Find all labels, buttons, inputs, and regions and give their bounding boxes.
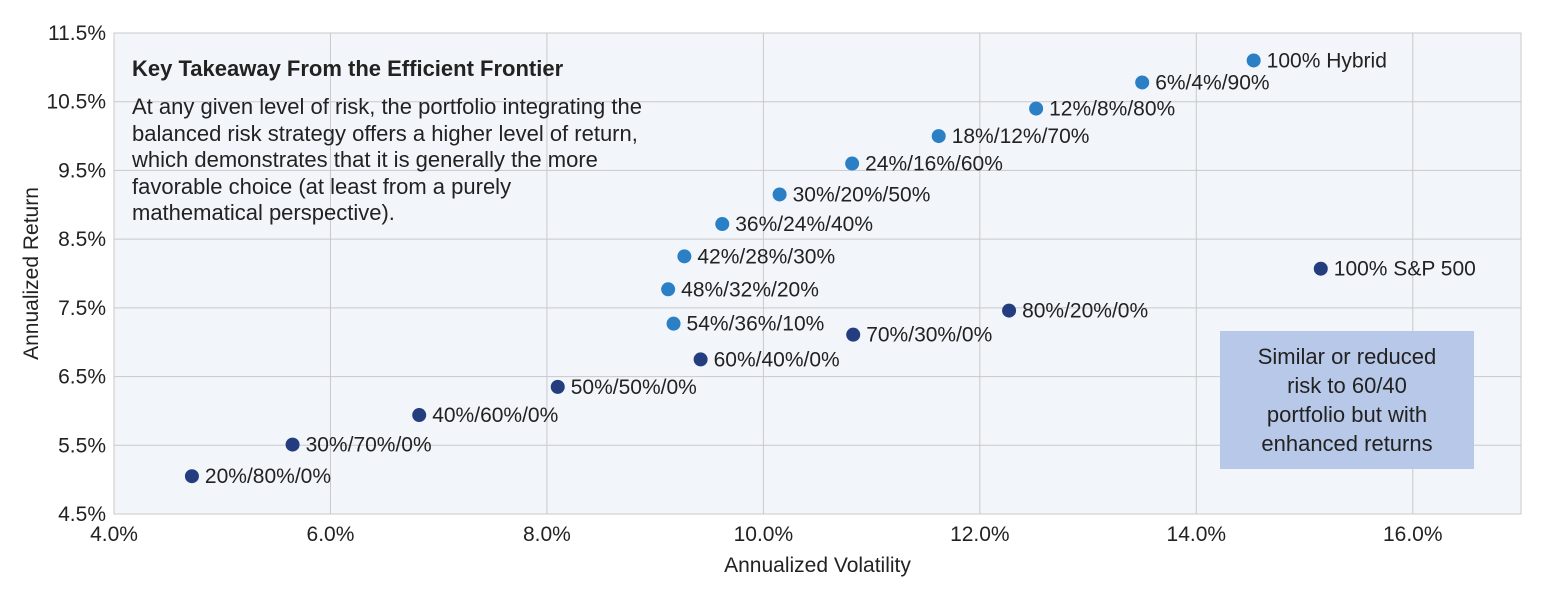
data-label: 20%/80%/0%: [205, 465, 331, 488]
y-tick-label: 4.5%: [58, 503, 106, 526]
callout-box: Similar or reduced risk to 60/40 portfol…: [1220, 331, 1474, 469]
x-axis-ticks: 4.0% 6.0% 8.0% 10.0% 12.0% 14.0% 16.0%: [90, 523, 1442, 546]
x-tick-label: 14.0%: [1167, 523, 1227, 546]
y-tick-label: 11.5%: [48, 22, 106, 45]
data-point: [1135, 75, 1150, 90]
x-tick-label: 8.0%: [523, 523, 571, 546]
x-tick-label: 10.0%: [734, 523, 794, 546]
data-label: 24%/16%/60%: [865, 153, 1003, 176]
y-tick-label: 9.5%: [58, 159, 106, 182]
x-tick-label: 6.0%: [307, 523, 355, 546]
data-point: [184, 469, 199, 484]
y-axis-title: Annualized Return: [20, 187, 43, 360]
data-point: [845, 156, 860, 171]
data-label: 18%/12%/70%: [952, 125, 1090, 148]
takeaway-line: balanced risk strategy offers a higher l…: [132, 120, 638, 146]
data-point: [1002, 303, 1017, 318]
takeaway-line: favorable choice (at least from a purely: [132, 173, 512, 199]
data-label: 12%/8%/80%: [1049, 98, 1175, 121]
x-tick-label: 12.0%: [950, 523, 1010, 546]
x-tick-label: 16.0%: [1383, 523, 1443, 546]
data-point: [931, 129, 946, 144]
takeaway-title: Key Takeaway From the Efficient Frontier: [132, 56, 564, 81]
key-takeaway-box: Key Takeaway From the Efficient Frontier…: [132, 56, 772, 227]
data-label: 54%/36%/10%: [687, 313, 825, 336]
callout-line: Similar or reduced: [1257, 344, 1437, 369]
data-points: [184, 53, 1328, 484]
takeaway-text: At any given level of risk, the portfoli…: [132, 94, 772, 227]
y-tick-label: 10.5%: [46, 91, 106, 114]
data-label: 36%/24%/40%: [735, 213, 873, 236]
data-label: 80%/20%/0%: [1022, 300, 1148, 323]
callout-line: enhanced returns: [1261, 431, 1433, 456]
data-label: 6%/4%/90%: [1155, 71, 1269, 94]
y-tick-label: 8.5%: [58, 228, 106, 251]
takeaway-line: mathematical perspective).: [132, 200, 395, 225]
data-label: 42%/28%/30%: [697, 245, 835, 268]
x-axis-title: Annualized Volatility: [724, 554, 911, 577]
data-label: 48%/32%/20%: [681, 278, 819, 301]
y-tick-label: 6.5%: [58, 366, 106, 389]
data-point: [677, 249, 692, 264]
data-point: [1313, 261, 1328, 276]
data-point: [412, 408, 427, 423]
data-point: [285, 437, 300, 452]
y-axis-ticks: 4.5% 5.5% 6.5% 7.5% 8.5% 9.5% 10.5% 11.5%: [46, 22, 106, 526]
data-point: [666, 316, 681, 331]
data-label: 100% S&P 500: [1334, 258, 1476, 281]
callout-line: risk to 60/40: [1287, 373, 1407, 398]
data-point: [550, 379, 565, 394]
data-point: [715, 217, 730, 232]
x-tick-label: 4.0%: [90, 523, 138, 546]
data-point: [661, 282, 676, 297]
callout-line: portfolio but with: [1266, 402, 1428, 427]
takeaway-line: which demonstrates that it is generally …: [132, 147, 598, 172]
data-label: 100% Hybrid: [1267, 49, 1387, 72]
data-label: 70%/30%/0%: [866, 324, 992, 347]
data-label: 60%/40%/0%: [714, 348, 840, 371]
data-label: 40%/60%/0%: [432, 404, 558, 427]
y-tick-label: 7.5%: [58, 297, 106, 320]
data-label: 50%/50%/0%: [571, 376, 697, 399]
data-point: [1246, 53, 1261, 68]
data-point: [846, 327, 861, 342]
takeaway-line: At any given level of risk, the portfoli…: [132, 94, 642, 119]
data-point: [772, 187, 787, 202]
data-label: 30%/20%/50%: [793, 183, 931, 206]
data-point: [693, 352, 708, 367]
data-point: [1029, 101, 1044, 116]
y-tick-label: 5.5%: [58, 434, 106, 457]
data-label: 30%/70%/0%: [306, 434, 432, 457]
